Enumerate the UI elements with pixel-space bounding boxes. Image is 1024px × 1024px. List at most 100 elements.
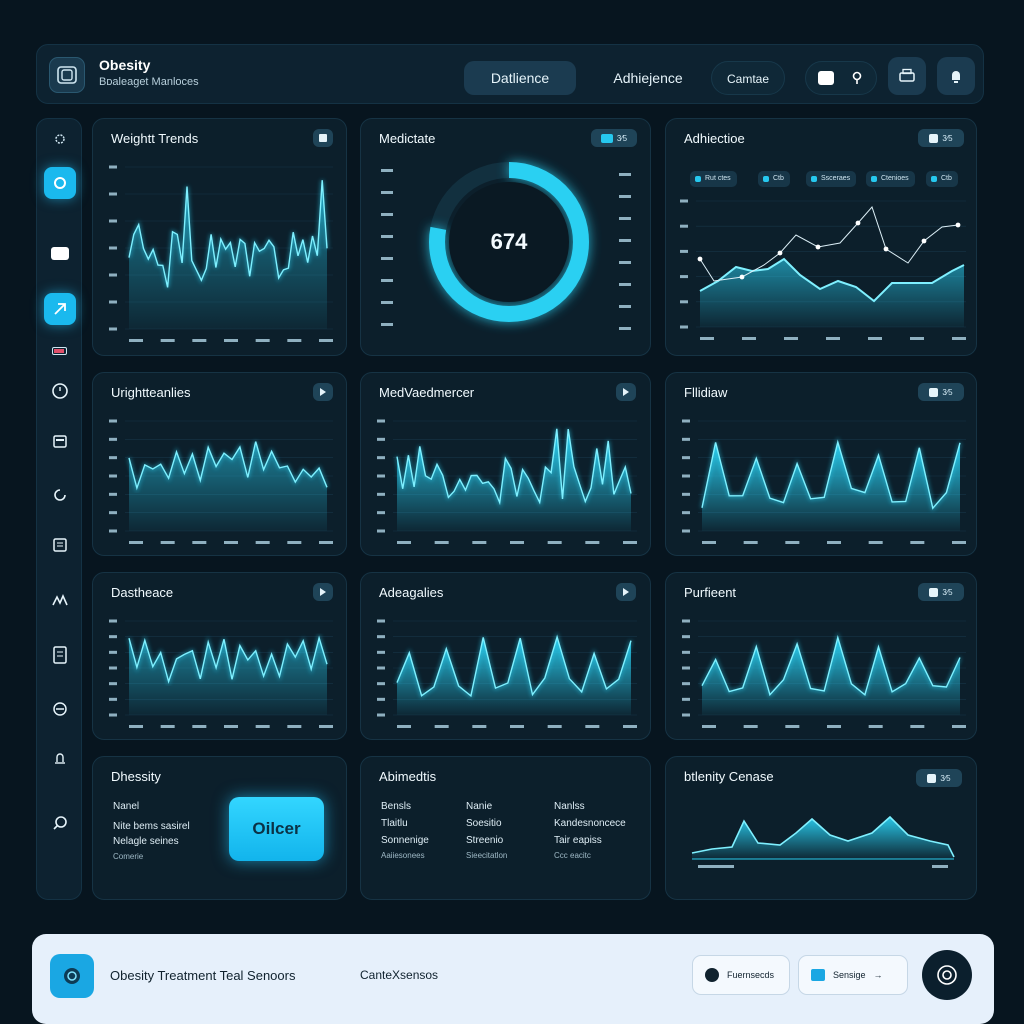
chart-line xyxy=(699,206,959,282)
footer-subtitle: CanteXsensos xyxy=(360,968,439,982)
sidebar-item-history[interactable] xyxy=(44,479,76,511)
card-toggle[interactable]: 3⁄5 xyxy=(918,129,964,147)
sidebar-item-reports[interactable] xyxy=(44,529,76,561)
sidebar-item-overview[interactable] xyxy=(44,167,76,199)
y-tick xyxy=(377,682,385,686)
gauge-center xyxy=(449,182,569,302)
card-title: btlenity Cenase xyxy=(684,769,774,784)
card-toggle[interactable] xyxy=(616,383,636,401)
bell-icon xyxy=(948,67,964,85)
search-icon xyxy=(51,814,69,832)
x-tick xyxy=(224,541,238,544)
chart-point xyxy=(815,244,821,250)
message-icon xyxy=(51,246,69,260)
printer-button[interactable] xyxy=(888,57,926,95)
sidebar-item-settings[interactable] xyxy=(44,123,76,155)
sidebar-item-timer[interactable] xyxy=(44,375,76,407)
x-tick xyxy=(785,725,800,728)
card-toggle[interactable] xyxy=(313,383,333,401)
y-tick xyxy=(682,456,690,460)
chart-area xyxy=(397,637,631,715)
pin-icon[interactable] xyxy=(850,70,864,86)
chart-area xyxy=(397,428,631,531)
x-tick xyxy=(472,725,487,728)
x-tick xyxy=(510,725,524,728)
tab-datlience[interactable]: Datlience xyxy=(464,61,576,95)
card-toggle[interactable] xyxy=(616,583,636,601)
footer-logo xyxy=(50,954,94,998)
card-toggle[interactable] xyxy=(313,129,333,147)
y-tick xyxy=(377,437,385,441)
record-button[interactable] xyxy=(922,950,972,1000)
footer-button[interactable]: Sensige → xyxy=(798,955,908,995)
card-toggle[interactable]: 3⁄5 xyxy=(916,769,962,787)
y-tick xyxy=(109,713,117,717)
sidebar-item-calendar[interactable] xyxy=(44,425,76,457)
y-tick xyxy=(109,619,117,623)
y-tick xyxy=(377,697,385,701)
x-tick xyxy=(910,725,925,728)
x-tick xyxy=(702,725,716,728)
chart-point xyxy=(855,220,861,226)
stat-line: Nelagle seines xyxy=(113,836,179,847)
y-tick xyxy=(381,235,393,238)
legend-chip[interactable]: Ctb xyxy=(758,171,790,187)
x-tick xyxy=(192,339,207,342)
table-cell: Sonnenige xyxy=(381,835,429,846)
y-tick xyxy=(381,191,393,194)
x-tick xyxy=(742,337,756,340)
chart-line xyxy=(128,635,328,684)
tab-camtae[interactable]: Camtae xyxy=(711,61,785,95)
card-toggle[interactable]: 3⁄5 xyxy=(918,583,964,601)
y-tick xyxy=(109,246,117,250)
x-tick xyxy=(785,541,800,544)
ring-icon xyxy=(52,175,68,191)
y-tick xyxy=(619,195,631,198)
card-toggle[interactable]: 3⁄5 xyxy=(591,129,637,147)
toggle-icon xyxy=(927,773,937,783)
card-toggle[interactable] xyxy=(313,583,333,601)
sidebar-item-battery[interactable] xyxy=(44,335,76,367)
notification-button[interactable] xyxy=(937,57,975,95)
sidebar-item-search[interactable] xyxy=(44,807,76,839)
sidebar-item-messages[interactable] xyxy=(44,237,76,269)
footer-button[interactable]: Fuernsecds xyxy=(692,955,790,995)
y-tick xyxy=(619,283,631,286)
chart-point xyxy=(883,246,889,252)
report-icon xyxy=(52,537,68,553)
card-toggle[interactable]: 3⁄5 xyxy=(918,383,964,401)
legend-chip[interactable]: Rut ctes xyxy=(690,171,737,187)
chat-icon[interactable] xyxy=(818,71,834,85)
legend-chip[interactable]: Ssceraes xyxy=(806,171,857,187)
chart-area xyxy=(129,180,327,329)
x-tick xyxy=(510,541,524,544)
fllidiaw-chart xyxy=(682,419,966,544)
table-cell: Nanie xyxy=(466,801,493,812)
card-title: Urightteanlies xyxy=(111,385,191,400)
sidebar-item-analytics[interactable] xyxy=(44,293,76,325)
y-tick xyxy=(109,492,117,496)
x-tick xyxy=(255,541,270,544)
legend-chip[interactable]: Ctb xyxy=(926,171,958,187)
sidebar-item-lock[interactable] xyxy=(44,693,76,725)
toggle-icon xyxy=(600,133,613,143)
x-tick xyxy=(952,541,966,544)
tab-adhiejence[interactable]: Adhiejence xyxy=(613,70,683,86)
x-tick xyxy=(255,725,270,728)
sidebar-item-documents[interactable] xyxy=(44,639,76,671)
top-bar: Obesity Bᴅaleaget Manloces Datlience Adh… xyxy=(36,44,984,104)
urightteanlies-chart xyxy=(109,419,333,544)
legend-chip[interactable]: Ctenioes xyxy=(866,171,915,187)
y-tick xyxy=(680,325,688,329)
y-tick xyxy=(377,666,385,670)
offer-button[interactable]: Oilcer xyxy=(229,797,324,861)
y-tick xyxy=(680,224,688,228)
sidebar-item-alerts[interactable] xyxy=(44,743,76,775)
table-cell: Aaiiesonees xyxy=(381,851,425,860)
sidebar-item-activity[interactable] xyxy=(44,585,76,617)
table-cell: Streenio xyxy=(466,835,504,846)
card-adhiectioe: Adhiectioe 3⁄5 Rut ctes Ctb Ssceraes Cte… xyxy=(665,118,977,356)
x-tick xyxy=(623,541,637,544)
y-tick xyxy=(682,474,690,478)
dot-icon xyxy=(705,968,719,982)
